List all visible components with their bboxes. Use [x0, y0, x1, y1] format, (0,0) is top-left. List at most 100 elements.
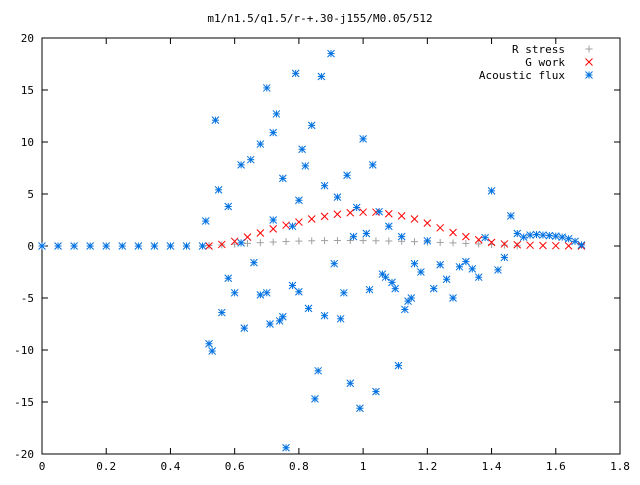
legend-label: R stress — [512, 43, 565, 56]
axes-layer: 0 0.2 0.4 0.6 0.8 1 1.2 1.4 1.6 1.8 -20 -15 -10 -5 0 5 1… — [14, 32, 630, 473]
acoustic-flux-point — [481, 233, 489, 242]
g-work-point — [307, 215, 316, 223]
acoustic-flux-point — [150, 242, 159, 250]
acoustic-flux-point — [166, 242, 175, 250]
acoustic-flux-point — [349, 232, 358, 241]
r-stress-point — [346, 236, 354, 244]
acoustic-flux-point — [301, 162, 310, 170]
acoustic-flux-point — [278, 312, 287, 321]
y-tick-label: 10 — [21, 136, 34, 149]
x-tick-label: 0.8 — [289, 460, 309, 473]
acoustic-flux-point — [449, 294, 457, 302]
acoustic-flux-point — [295, 196, 303, 205]
acoustic-flux-point — [118, 242, 127, 250]
acoustic-flux-point — [70, 242, 78, 250]
acoustic-flux-point — [372, 387, 380, 396]
series-acoustic-flux — [38, 49, 586, 452]
acoustic-flux-point — [539, 231, 547, 239]
acoustic-flux-point — [262, 84, 271, 92]
acoustic-flux-point — [410, 259, 419, 268]
acoustic-flux-point — [208, 347, 217, 355]
acoustic-flux-point — [278, 174, 287, 183]
legend-label: G work — [525, 56, 565, 69]
y-tick-label: -5 — [21, 292, 34, 305]
acoustic-flux-point — [375, 207, 384, 216]
acoustic-flux-point — [237, 161, 245, 169]
r-stress-point — [269, 238, 277, 246]
g-work-point — [333, 210, 342, 219]
acoustic-flux-point — [54, 242, 62, 250]
g-work-point — [243, 233, 252, 242]
acoustic-flux-point — [429, 284, 438, 293]
r-stress-point — [282, 238, 290, 246]
r-stress-point — [475, 240, 483, 248]
acoustic-flux-point — [564, 234, 573, 243]
r-stress-point — [359, 237, 367, 245]
g-work-point — [487, 238, 496, 247]
x-tick-label: 0 — [39, 460, 46, 473]
g-work-point — [384, 209, 393, 218]
acoustic-flux-point — [417, 268, 425, 276]
g-work-point — [513, 240, 522, 249]
acoustic-flux-point — [362, 229, 371, 238]
r-stress-point — [372, 237, 380, 245]
y-tick-label: 15 — [21, 84, 34, 97]
acoustic-flux-point — [282, 443, 290, 452]
r-stress-point — [513, 242, 521, 250]
acoustic-flux-point — [336, 314, 345, 323]
acoustic-flux-point — [256, 291, 265, 299]
g-work-point — [320, 212, 329, 221]
acoustic-flux-point — [352, 203, 361, 212]
acoustic-flux-point — [311, 395, 319, 403]
acoustic-flux-point — [246, 155, 255, 164]
g-work-point — [564, 242, 573, 250]
marks-layer — [38, 49, 586, 452]
acoustic-flux-point — [211, 116, 220, 125]
g-work-point — [217, 240, 226, 249]
g-work-point — [539, 241, 547, 250]
legend-label: Acoustic flux — [479, 69, 565, 82]
x-tick-label: 1.6 — [546, 460, 566, 473]
r-stress-point — [321, 237, 329, 245]
acoustic-flux-point — [314, 366, 323, 375]
g-work-point — [295, 218, 303, 226]
acoustic-flux-point — [487, 187, 496, 195]
x-tick-label: 1.4 — [482, 460, 502, 473]
g-work-point — [410, 215, 419, 223]
acoustic-flux-point — [320, 311, 329, 320]
acoustic-flux-point — [356, 404, 364, 413]
acoustic-flux-point — [359, 135, 367, 143]
legend-marker — [585, 71, 593, 79]
x-tick-label: 0.4 — [161, 460, 181, 473]
acoustic-flux-point — [250, 258, 258, 267]
acoustic-flux-point — [237, 239, 245, 247]
g-work-point — [359, 208, 367, 217]
g-work-point — [526, 241, 534, 250]
acoustic-flux-point — [500, 253, 509, 262]
acoustic-flux-point — [407, 294, 416, 302]
acoustic-flux-point — [577, 241, 586, 249]
acoustic-flux-point — [38, 242, 46, 250]
g-work-point — [230, 237, 239, 246]
acoustic-flux-point — [262, 288, 271, 297]
acoustic-flux-point — [558, 233, 567, 242]
acoustic-flux-point — [532, 230, 541, 239]
g-work-point — [551, 241, 560, 250]
x-tick-label: 1.8 — [610, 460, 630, 473]
y-tick-label: -10 — [14, 344, 34, 357]
g-work-point — [256, 229, 265, 237]
acoustic-flux-point — [269, 216, 278, 224]
acoustic-flux-point — [205, 339, 213, 348]
y-tick-label: 0 — [27, 240, 34, 253]
acoustic-flux-point — [224, 202, 233, 211]
acoustic-flux-point — [269, 128, 278, 137]
x-tick-label: 0.6 — [225, 460, 245, 473]
g-work-point — [397, 211, 406, 220]
x-tick-label: 1.2 — [417, 460, 437, 473]
acoustic-flux-point — [291, 69, 300, 78]
acoustic-flux-point — [230, 288, 239, 297]
acoustic-flux-point — [391, 284, 400, 293]
g-work-point — [449, 228, 457, 237]
acoustic-flux-point — [320, 181, 329, 190]
